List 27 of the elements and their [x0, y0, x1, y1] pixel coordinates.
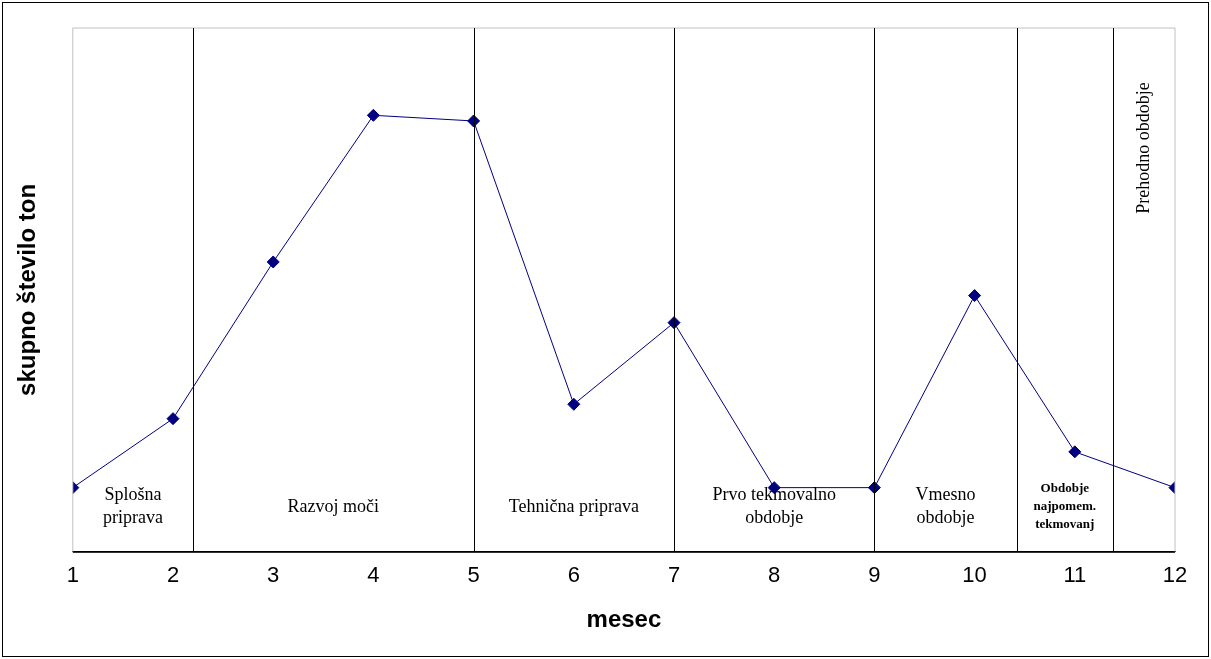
x-tick-label: 5: [467, 562, 480, 588]
x-tick-label: 12: [1162, 562, 1188, 588]
annotation: Prehodno obdobje: [1132, 82, 1153, 214]
annotation: Vmesno obdobje: [915, 484, 976, 528]
x-tick-label: 11: [1063, 562, 1087, 588]
point: [166, 412, 180, 426]
x-tick-label: 10: [962, 562, 987, 588]
point: [1068, 445, 1082, 459]
annotation: Razvoj moči: [287, 495, 380, 516]
x-tick-label: 8: [768, 562, 781, 588]
point: [567, 397, 581, 411]
x-tick-label: 2: [166, 562, 180, 588]
x-axis-title: mesec: [586, 605, 662, 633]
annotation: Splošna priprava: [102, 484, 163, 528]
x-tick-label: 7: [667, 562, 681, 588]
point: [968, 289, 982, 303]
annotation: Tehnična priprava: [508, 495, 639, 516]
y-axis-title: skupno število ton: [13, 183, 41, 396]
annotation: Obdobje najpomem. tekmovanj: [1033, 480, 1097, 532]
point: [366, 108, 380, 122]
x-tick-label: 4: [367, 562, 380, 588]
annotation: Prvo tekmovalno obdobje: [712, 484, 836, 528]
x-tick-label: 3: [267, 562, 280, 588]
x-tick-label: 9: [868, 562, 881, 588]
x-tick-label: 1: [66, 562, 79, 588]
x-tick-label: 6: [567, 562, 580, 588]
point: [266, 255, 280, 269]
